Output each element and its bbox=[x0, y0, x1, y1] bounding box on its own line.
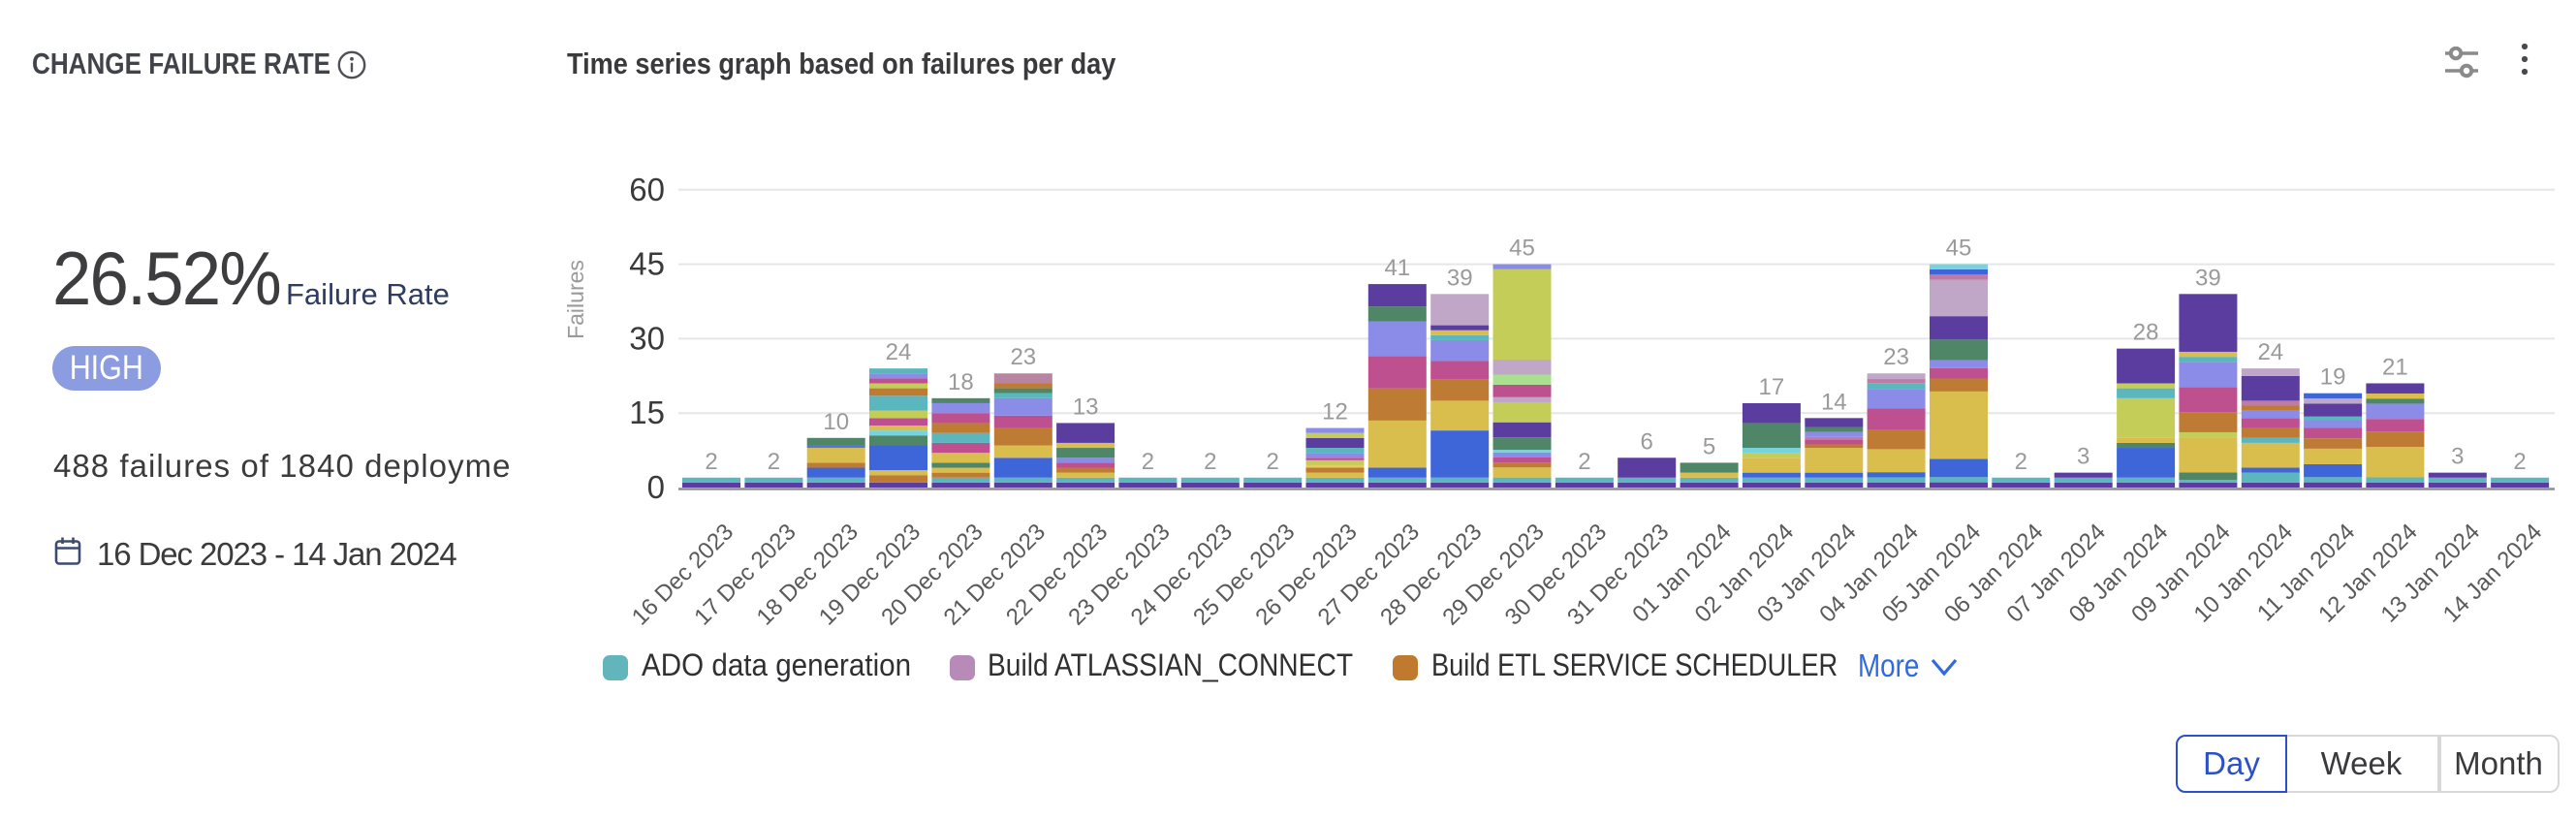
svg-text:19: 19 bbox=[2320, 364, 2346, 391]
svg-text:23: 23 bbox=[1010, 344, 1036, 370]
svg-text:24: 24 bbox=[2257, 339, 2283, 365]
svg-text:41: 41 bbox=[1384, 255, 1410, 281]
svg-text:2: 2 bbox=[768, 449, 780, 475]
svg-text:45: 45 bbox=[629, 246, 665, 282]
svg-text:23: 23 bbox=[1883, 344, 1909, 370]
svg-text:21: 21 bbox=[2382, 355, 2408, 381]
svg-text:0: 0 bbox=[647, 469, 665, 505]
svg-text:10: 10 bbox=[823, 409, 849, 435]
svg-text:45: 45 bbox=[1946, 236, 1972, 262]
svg-text:39: 39 bbox=[1447, 265, 1473, 291]
svg-text:2: 2 bbox=[2015, 449, 2027, 475]
svg-text:28: 28 bbox=[2133, 320, 2159, 346]
svg-text:45: 45 bbox=[1509, 236, 1535, 262]
svg-text:39: 39 bbox=[2195, 265, 2221, 291]
svg-text:2: 2 bbox=[1142, 449, 1154, 475]
svg-text:24: 24 bbox=[886, 339, 912, 365]
svg-text:60: 60 bbox=[629, 172, 665, 207]
svg-text:3: 3 bbox=[2451, 444, 2464, 470]
svg-text:3: 3 bbox=[2077, 444, 2089, 470]
svg-text:12: 12 bbox=[1322, 399, 1348, 426]
svg-text:18: 18 bbox=[948, 369, 974, 395]
svg-text:5: 5 bbox=[1703, 433, 1715, 459]
svg-text:6: 6 bbox=[1641, 428, 1653, 455]
svg-text:17: 17 bbox=[1759, 374, 1785, 400]
svg-text:15: 15 bbox=[629, 394, 665, 430]
svg-text:2: 2 bbox=[1267, 449, 1279, 475]
svg-text:13: 13 bbox=[1073, 394, 1099, 420]
svg-text:2: 2 bbox=[1204, 449, 1216, 475]
svg-text:Failures: Failures bbox=[563, 260, 588, 339]
svg-text:2: 2 bbox=[1578, 449, 1590, 475]
svg-text:2: 2 bbox=[705, 449, 717, 475]
svg-text:2: 2 bbox=[2513, 449, 2526, 475]
svg-text:14: 14 bbox=[1821, 389, 1847, 415]
svg-text:30: 30 bbox=[629, 320, 665, 356]
